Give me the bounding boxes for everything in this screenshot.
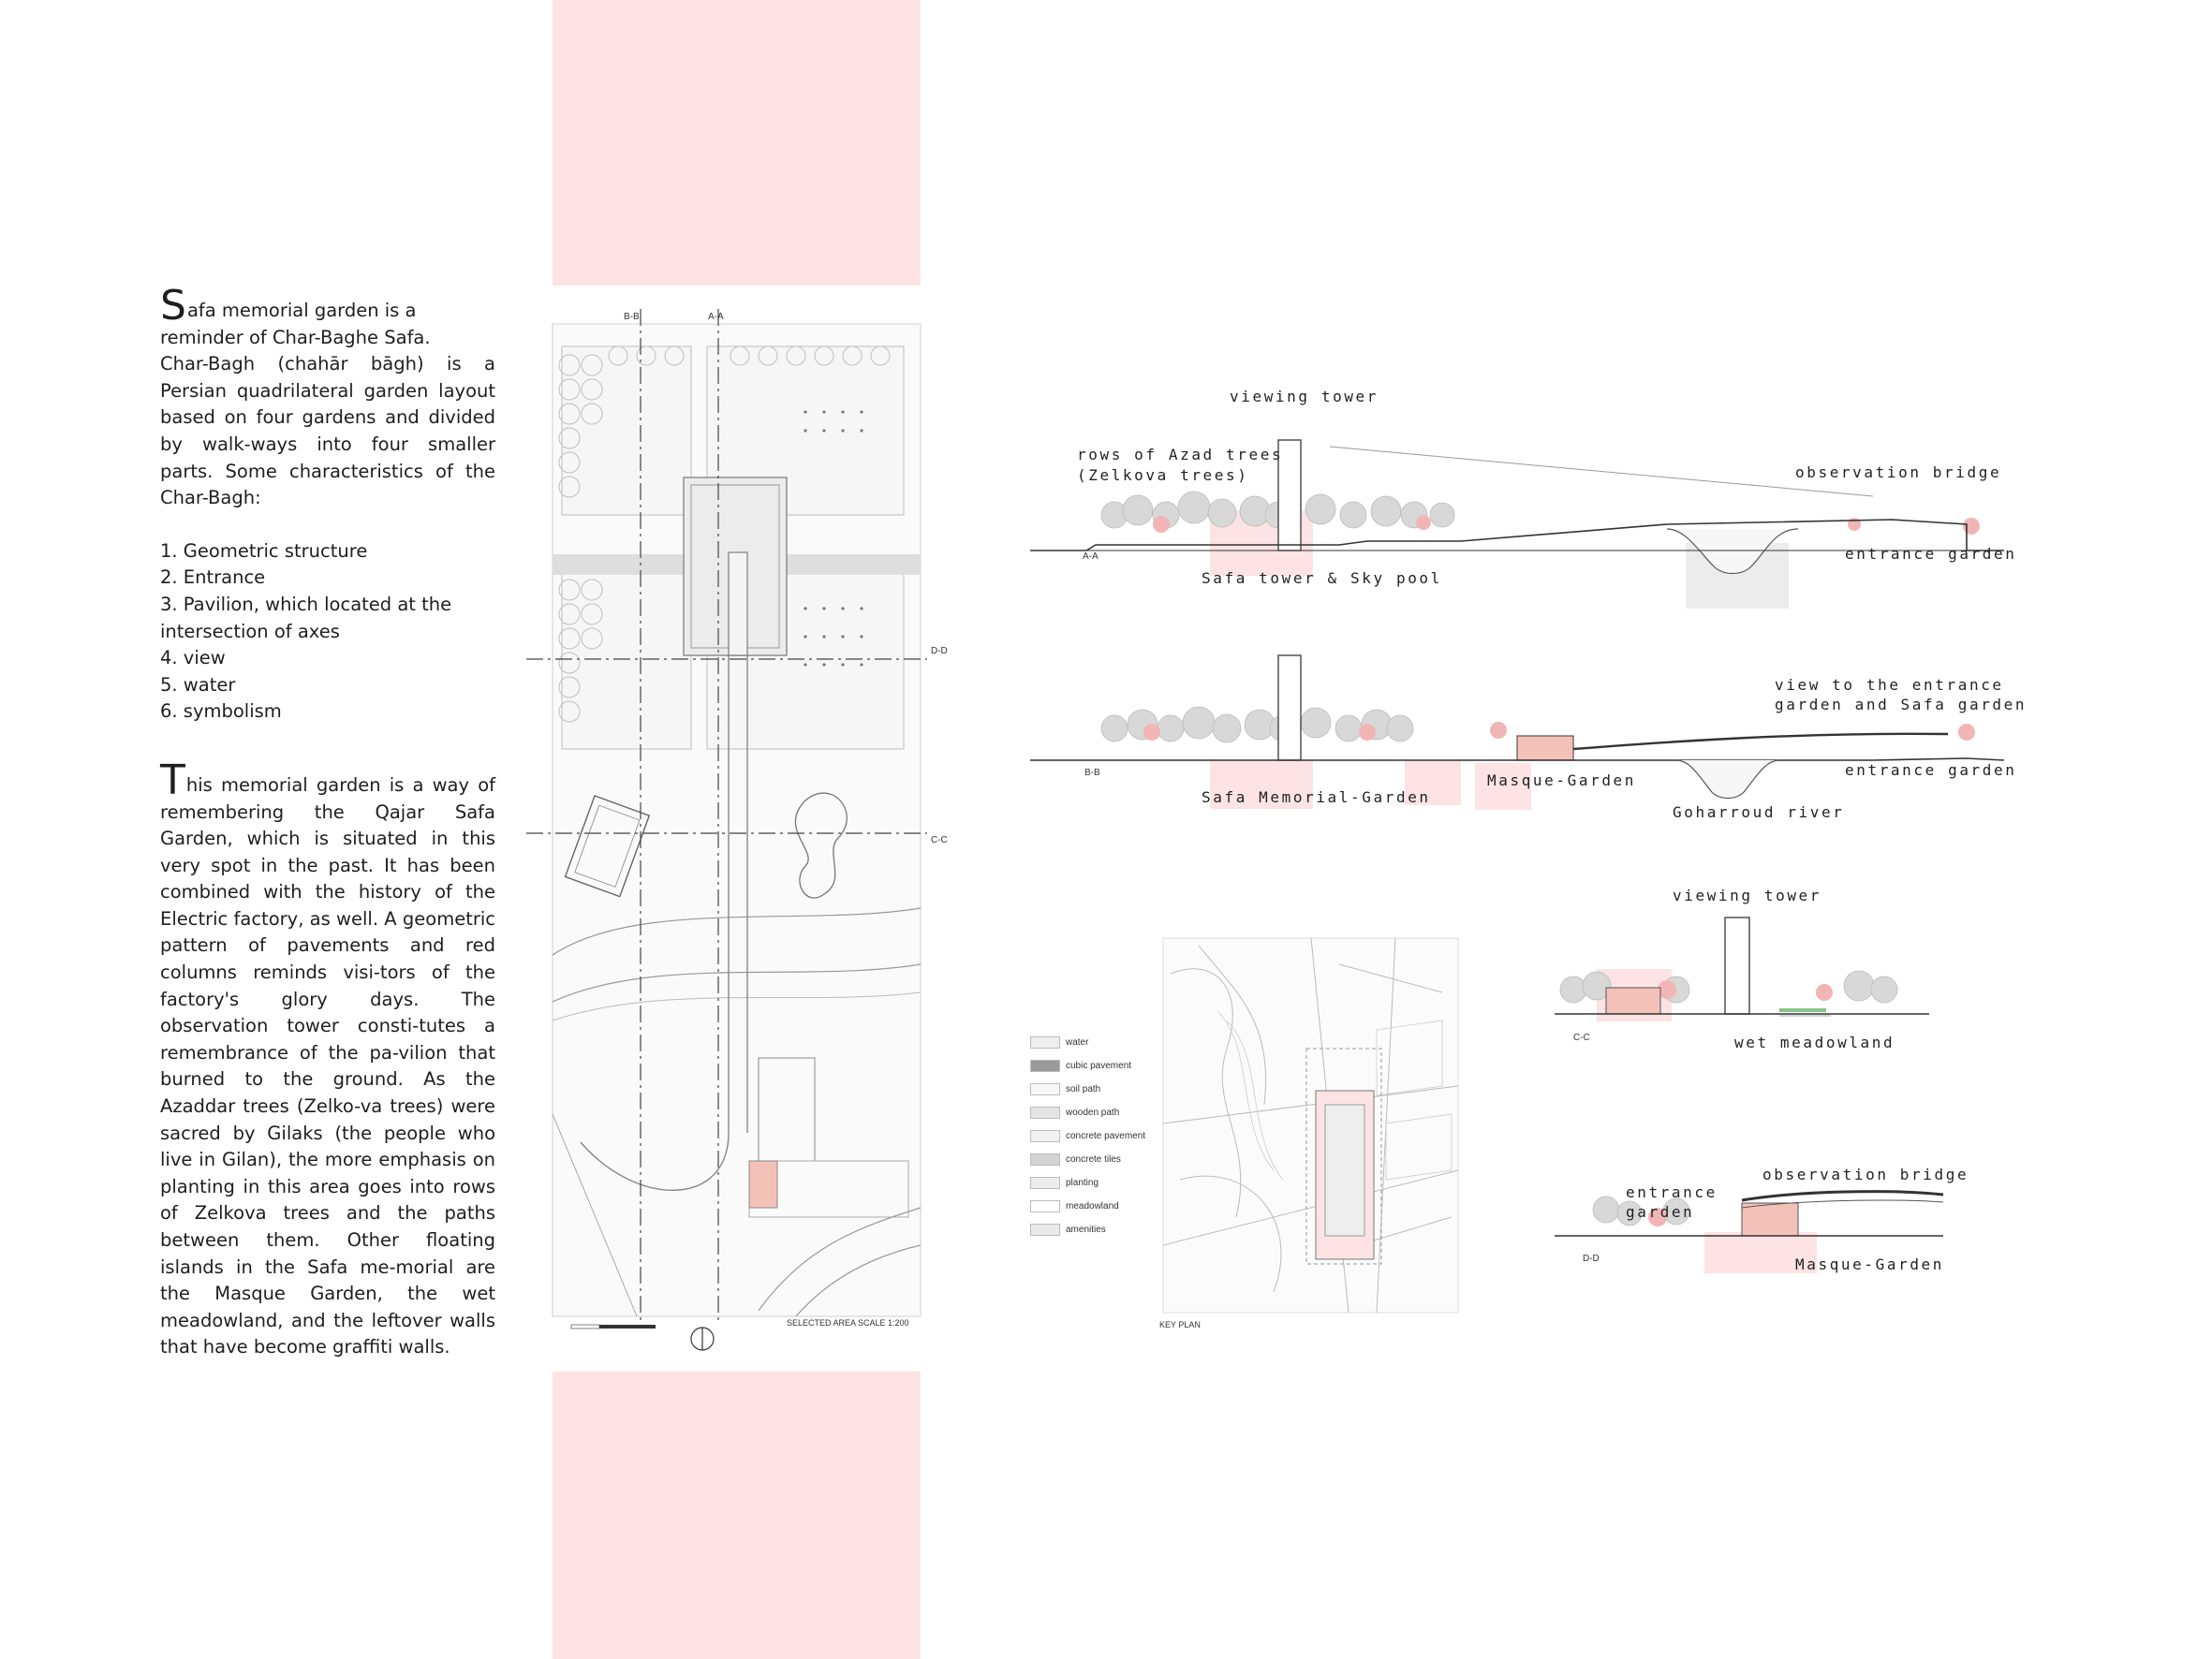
legend-swatch xyxy=(1030,1176,1060,1189)
section-bb-mark: B-B xyxy=(1084,768,1100,778)
list-item: 6. symbolism xyxy=(160,700,282,723)
list-item: 1. Geometric structure xyxy=(160,539,368,562)
label-entrance-garden-2: garden xyxy=(1626,1203,1695,1221)
section-cc-mark: C-C xyxy=(1573,1033,1590,1043)
section-bb: view to the entrance garden and Safa gar… xyxy=(1030,654,2025,843)
memorial-paragraph: This memorial garden is a way of remembe… xyxy=(160,759,495,1361)
label-rows-of-trees-1: rows of Azad trees xyxy=(1077,446,1284,463)
label-masque-garden: Masque-Garden xyxy=(1795,1255,1945,1273)
legend-label: soil path xyxy=(1066,1083,1101,1094)
section-mark-aa: A-A xyxy=(708,312,724,322)
list-item: 4. view xyxy=(160,647,226,669)
legend-swatch xyxy=(1030,1223,1060,1236)
section-mark-bb: B-B xyxy=(624,312,640,322)
legend-swatch xyxy=(1030,1082,1060,1095)
legend-swatch xyxy=(1030,1129,1060,1142)
section-mark-dd: D-D xyxy=(931,646,948,656)
intro-dropcap: S xyxy=(160,282,186,330)
legend-item: meadowland xyxy=(1030,1198,1119,1213)
label-safa-tower: Safa tower & Sky pool xyxy=(1202,569,1442,587)
memorial-text: his memorial garden is a way of remember… xyxy=(160,773,495,1358)
label-entrance-garden: entrance garden xyxy=(1845,761,2017,779)
section-aa-drawing xyxy=(1030,439,2004,609)
section-dd-drawing xyxy=(1555,1190,1944,1273)
legend-swatch xyxy=(1030,1059,1060,1072)
list-item: 2. Entrance xyxy=(160,566,266,589)
label-goharroud: Goharroud river xyxy=(1673,803,1845,821)
section-aa: viewing tower rows of Azad trees (Zelkov… xyxy=(1030,384,2023,609)
intro-text: afa memorial garden is a reminder of Cha… xyxy=(160,300,431,348)
legend-item: amenities xyxy=(1030,1222,1106,1237)
label-safa-memorial: Safa Memorial-Garden xyxy=(1202,788,1431,806)
label-observation-bridge: observation bridge xyxy=(1762,1166,1969,1183)
section-dd-mark: D-D xyxy=(1583,1254,1600,1264)
legend: water cubic pavement soil path wooden pa… xyxy=(1030,1035,1161,1241)
legend-swatch xyxy=(1030,1106,1060,1119)
legend-label: concrete tiles xyxy=(1066,1153,1121,1165)
section-mark-cc: C-C xyxy=(931,835,948,845)
legend-label: concrete pavement xyxy=(1066,1130,1146,1141)
plan-scale-caption: SELECTED AREA SCALE 1:200 xyxy=(787,1318,909,1328)
characteristics-list: 1. Geometric structure 2. Entrance 3. Pa… xyxy=(160,538,495,726)
label-entrance-garden: entrance garden xyxy=(1845,545,2017,563)
legend-item: wooden path xyxy=(1030,1105,1119,1120)
legend-item: concrete pavement xyxy=(1030,1128,1145,1143)
legend-label: planting xyxy=(1066,1177,1099,1188)
label-view-line1: view to the entrance xyxy=(1775,676,2004,694)
legend-item: soil path xyxy=(1030,1081,1100,1096)
label-viewing-tower: viewing tower xyxy=(1230,388,1379,405)
legend-label: meadowland xyxy=(1066,1200,1119,1211)
description-text: Safa memorial garden is a reminder of Ch… xyxy=(160,286,495,1361)
label-viewing-tower: viewing tower xyxy=(1673,887,1822,904)
pink-strip-bottom xyxy=(553,1372,921,1659)
key-plan-caption: KEY PLAN xyxy=(1159,1320,1201,1329)
legend-item: water xyxy=(1030,1035,1088,1050)
legend-item: planting xyxy=(1030,1175,1099,1190)
label-rows-of-trees-2: (Zelkova trees) xyxy=(1077,466,1249,484)
legend-item: cubic pavement xyxy=(1030,1058,1131,1073)
legend-item: concrete tiles xyxy=(1030,1152,1121,1167)
legend-swatch xyxy=(1030,1035,1060,1049)
label-entrance-garden-1: entrance xyxy=(1626,1183,1718,1201)
site-plan-drawing xyxy=(526,309,927,1351)
legend-label: water xyxy=(1066,1036,1089,1048)
label-wet-meadowland: wet meadowland xyxy=(1734,1034,1895,1051)
label-view-line2: garden and Safa garden xyxy=(1775,696,2028,713)
legend-label: cubic pavement xyxy=(1066,1060,1132,1071)
legend-label: wooden path xyxy=(1066,1107,1120,1118)
key-plan: KEY PLAN xyxy=(1159,936,1470,1339)
section-cc: viewing tower wet meadowland C-C xyxy=(1517,885,2004,1053)
key-plan-map xyxy=(1162,937,1459,1314)
memorial-dropcap: T xyxy=(160,756,185,804)
pink-strip-top xyxy=(553,0,921,286)
legend-label: amenities xyxy=(1066,1224,1106,1235)
site-plan: B-B A-A D-D C-C SELECTED AREA SCALE 1:20… xyxy=(524,309,948,1358)
section-cc-drawing xyxy=(1555,917,1929,1021)
legend-swatch xyxy=(1030,1199,1060,1212)
list-item: 5. water xyxy=(160,673,236,696)
intro-paragraph: Safa memorial garden is a reminder of Ch… xyxy=(160,286,495,351)
section-dd: observation bridge entrance garden Masqu… xyxy=(1517,1161,2004,1283)
label-masque-garden: Masque-Garden xyxy=(1487,771,1637,789)
section-aa-mark: A-A xyxy=(1083,551,1099,562)
section-bb-drawing xyxy=(1030,654,2005,810)
label-observation-bridge: observation bridge xyxy=(1795,463,2002,481)
definition-paragraph: Char-Bagh (chahār bāgh) is a Persian qua… xyxy=(160,353,495,509)
legend-swatch xyxy=(1030,1152,1060,1166)
list-item: 3. Pavilion, which located at the inters… xyxy=(160,593,452,642)
